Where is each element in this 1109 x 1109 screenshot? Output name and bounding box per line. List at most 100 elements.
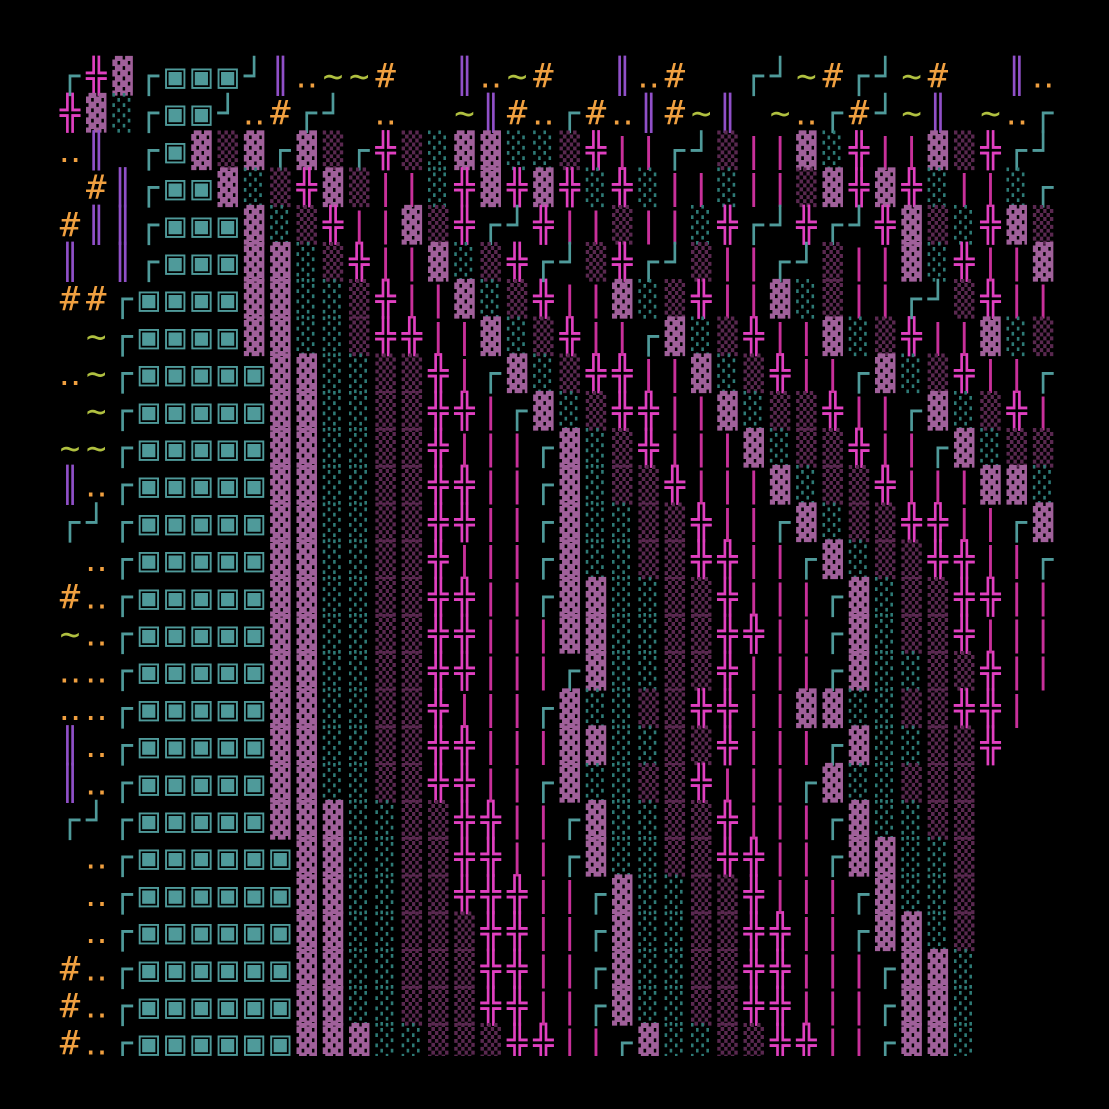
- glyph: ╬: [690, 762, 712, 803]
- glyph: ▓: [928, 948, 949, 989]
- glyph: #: [665, 94, 686, 134]
- glyph: ░: [612, 539, 632, 580]
- glyph: ┌: [60, 57, 81, 97]
- glyph: ▒: [901, 614, 922, 655]
- glyph: |: [822, 354, 842, 394]
- glyph: ║: [454, 56, 474, 97]
- glyph: ╬: [664, 465, 686, 506]
- glyph: ║: [717, 93, 737, 134]
- glyph: ╬: [979, 130, 1001, 171]
- glyph: ┌: [60, 801, 81, 841]
- glyph: |: [533, 652, 553, 692]
- glyph: ▒: [744, 1023, 765, 1064]
- glyph: ▓: [533, 390, 554, 431]
- glyph: ┘: [874, 93, 895, 134]
- glyph: ░: [796, 279, 816, 320]
- glyph: ▓: [559, 502, 580, 543]
- glyph: ╬: [453, 651, 475, 692]
- glyph: ▓: [559, 688, 580, 729]
- glyph: ▓: [586, 800, 607, 841]
- glyph: |: [1007, 577, 1027, 617]
- glyph: ┌: [112, 280, 133, 320]
- glyph: ‥: [243, 94, 266, 134]
- glyph: ▣: [191, 57, 212, 97]
- glyph: ║: [1007, 56, 1027, 97]
- glyph: ╬: [953, 688, 975, 729]
- glyph: |: [822, 1024, 842, 1064]
- glyph: ~: [60, 429, 80, 469]
- glyph: |: [849, 280, 869, 320]
- glyph: ▒: [638, 688, 659, 729]
- glyph: |: [507, 503, 527, 543]
- glyph: ▓: [296, 688, 317, 729]
- glyph: |: [980, 503, 1000, 543]
- glyph: #: [849, 94, 870, 134]
- glyph: ▣: [191, 689, 212, 729]
- glyph: ┌: [875, 949, 896, 989]
- glyph: #: [86, 280, 107, 320]
- glyph: |: [454, 540, 474, 580]
- glyph: ▣: [244, 354, 265, 394]
- glyph: ┘: [795, 242, 816, 283]
- glyph: ▒: [375, 502, 396, 543]
- glyph: ┌: [296, 94, 317, 134]
- glyph: |: [954, 168, 974, 208]
- glyph: ┌: [796, 763, 817, 803]
- glyph: ░: [375, 1023, 395, 1064]
- glyph: ╬: [637, 390, 659, 431]
- glyph: ┘: [506, 204, 527, 245]
- glyph: ░: [323, 576, 343, 617]
- glyph: ▣: [139, 987, 160, 1027]
- glyph: ▓: [296, 948, 317, 989]
- glyph: ▣: [191, 94, 212, 134]
- glyph: ╬: [506, 167, 528, 208]
- glyph: ‥: [59, 652, 82, 692]
- glyph: ▓: [270, 725, 291, 766]
- glyph: ▒: [375, 353, 396, 394]
- glyph: ║: [928, 93, 948, 134]
- glyph: ▣: [191, 205, 212, 245]
- glyph: ╬: [427, 762, 449, 803]
- glyph: |: [507, 838, 527, 878]
- glyph: ▓: [323, 948, 344, 989]
- glyph: ▓: [481, 130, 502, 171]
- glyph: ░: [507, 130, 527, 171]
- glyph: ▒: [402, 874, 423, 915]
- glyph: ░: [375, 948, 395, 989]
- glyph: |: [954, 317, 974, 357]
- glyph: ▓: [849, 651, 870, 692]
- glyph: ╬: [480, 986, 502, 1027]
- glyph: ▒: [928, 651, 949, 692]
- glyph: ░: [349, 353, 369, 394]
- glyph: ▣: [165, 949, 186, 989]
- glyph: ░: [638, 837, 658, 878]
- glyph: |: [717, 429, 737, 469]
- glyph: ▒: [822, 465, 843, 506]
- glyph: ▓: [875, 837, 896, 878]
- glyph: ╬: [769, 1023, 791, 1064]
- glyph: ~: [691, 94, 711, 134]
- glyph: ░: [349, 837, 369, 878]
- glyph: ‥: [295, 57, 318, 97]
- glyph: ▓: [901, 948, 922, 989]
- glyph: ┌: [112, 912, 133, 952]
- glyph: ▒: [928, 762, 949, 803]
- glyph: ▒: [822, 279, 843, 320]
- glyph: ▒: [612, 428, 633, 469]
- glyph: ▒: [586, 242, 607, 283]
- glyph: ▣: [165, 429, 186, 469]
- glyph: |: [1007, 652, 1027, 692]
- glyph: ▒: [875, 539, 896, 580]
- glyph: |: [822, 875, 842, 915]
- glyph: ┘: [927, 279, 948, 320]
- glyph: ╬: [979, 725, 1001, 766]
- glyph: ░: [980, 428, 1000, 469]
- glyph: ░: [1033, 465, 1053, 506]
- glyph: ░: [954, 390, 974, 431]
- glyph: |: [507, 726, 527, 766]
- glyph: ▒: [954, 837, 975, 878]
- glyph: ┌: [112, 1024, 133, 1064]
- glyph: |: [507, 466, 527, 506]
- glyph: ░: [349, 725, 369, 766]
- glyph: ░: [612, 614, 632, 655]
